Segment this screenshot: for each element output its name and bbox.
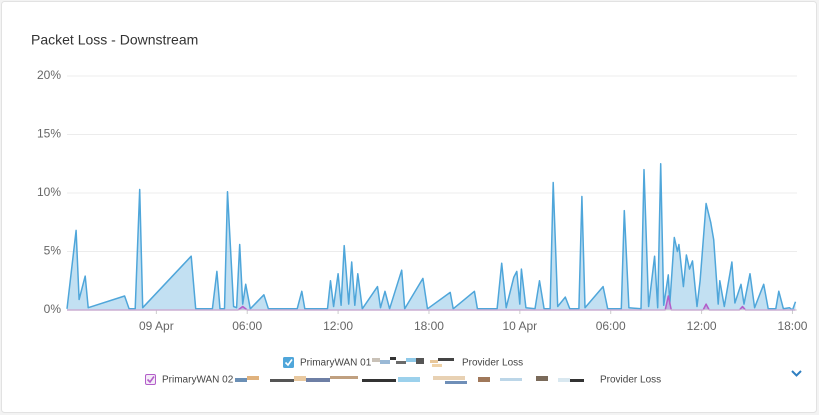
series-line bbox=[66, 163, 797, 311]
y-tick-label: 15% bbox=[37, 127, 61, 141]
x-tick-label: 18:00 bbox=[777, 319, 807, 333]
expand-chevron[interactable] bbox=[791, 370, 802, 377]
redacted-block bbox=[372, 357, 454, 367]
x-tick-label: 10 Apr bbox=[502, 319, 537, 333]
plot-area: 0% 5% 10% 15% 20% 09 Apr 06:00 12:00 18:00 10 Apr… bbox=[37, 68, 808, 333]
y-tick-label: 10% bbox=[37, 185, 61, 199]
y-tick-label: 0% bbox=[44, 302, 62, 316]
legend: PrimaryWAN 01 Provider Loss PrimaryWAN 0… bbox=[145, 357, 662, 386]
x-tick-label: 06:00 bbox=[596, 319, 626, 333]
legend-item[interactable]: PrimaryWAN 02 Provider Loss bbox=[145, 374, 662, 386]
y-tick-label: 20% bbox=[37, 68, 61, 82]
x-tick-label: 06:00 bbox=[232, 319, 262, 333]
x-tick-label: 09 Apr bbox=[139, 319, 174, 333]
redacted-block bbox=[235, 376, 584, 384]
legend-sublabel: Provider Loss bbox=[462, 358, 523, 369]
check-icon bbox=[146, 376, 155, 384]
x-tick-label: 18:00 bbox=[414, 319, 444, 333]
legend-label: PrimaryWAN 02 bbox=[162, 375, 234, 386]
legend-item[interactable]: PrimaryWAN 01 Provider Loss bbox=[283, 357, 523, 369]
check-icon bbox=[284, 359, 293, 367]
x-tick-label: 12:00 bbox=[323, 319, 353, 333]
checkbox[interactable] bbox=[283, 357, 294, 368]
area-fill bbox=[67, 163, 796, 310]
legend-sublabel: Provider Loss bbox=[600, 375, 661, 386]
x-tick-label: 12:00 bbox=[687, 319, 717, 333]
legend-label: PrimaryWAN 01 bbox=[300, 358, 372, 369]
y-tick-label: 5% bbox=[44, 244, 62, 258]
chart-title: Packet Loss - Downstream bbox=[31, 32, 198, 48]
checkbox[interactable] bbox=[145, 374, 156, 385]
